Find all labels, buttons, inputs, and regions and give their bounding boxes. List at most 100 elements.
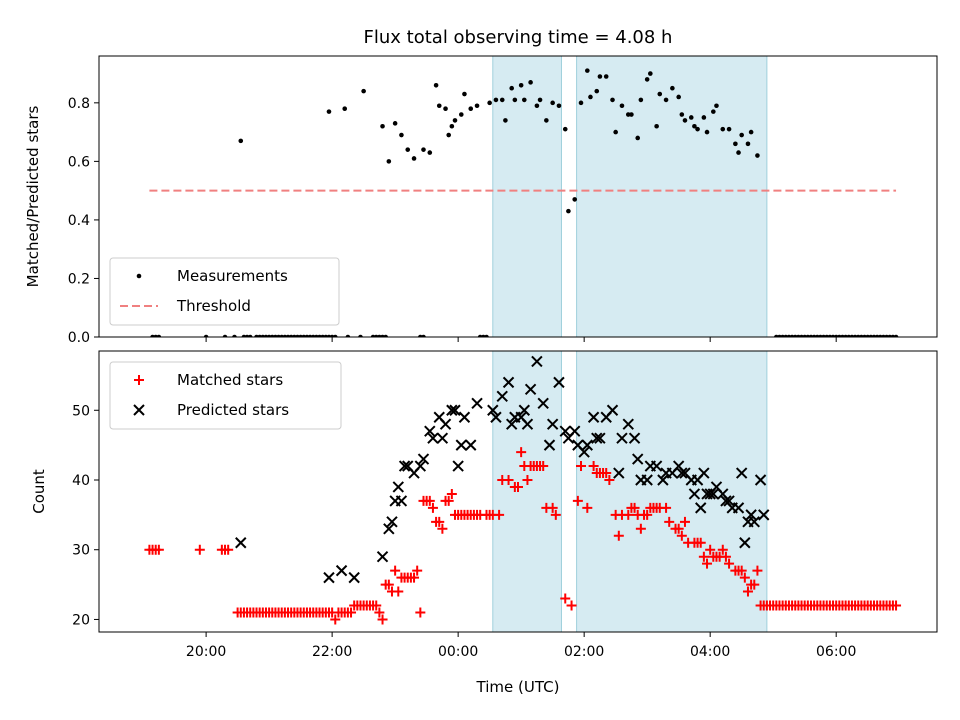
predicted-stars-point <box>323 571 335 584</box>
observing-window-1 <box>576 351 768 632</box>
y-tick-label: 0.0 <box>68 330 90 346</box>
predicted-stars-point <box>465 439 477 451</box>
predicted-stars-point <box>594 432 606 444</box>
measurements-point <box>720 126 726 132</box>
measurements-point <box>748 129 754 135</box>
predicted-stars-point <box>591 432 603 444</box>
measurements-point <box>603 74 609 79</box>
measurements-point <box>745 141 751 147</box>
predicted-stars-point <box>613 467 625 479</box>
measurements-point <box>433 82 439 88</box>
matched-stars-point <box>604 474 615 485</box>
predicted-stars-point <box>449 404 461 416</box>
y-tick-label: 30 <box>72 543 90 559</box>
measurements-point <box>695 126 700 132</box>
matched-stars-point <box>698 551 709 562</box>
measurements-point <box>534 103 540 109</box>
measurements-point <box>449 123 455 129</box>
legend: Measurements Threshold <box>109 257 340 326</box>
predicted-stars-point <box>622 418 634 430</box>
matched-stars-point <box>390 565 401 576</box>
matched-stars-point <box>891 600 902 611</box>
measurements-point <box>635 135 641 141</box>
measurements-point <box>644 77 650 82</box>
measurements-point <box>427 150 433 155</box>
measurements-point <box>332 334 338 337</box>
predicted-stars-point <box>496 390 508 403</box>
x-axis-label: Time (UTC) <box>476 678 560 696</box>
legend-measurements-swatch <box>136 273 142 279</box>
matched-stars-point <box>371 600 382 611</box>
measurements-point <box>468 106 474 111</box>
predicted-stars-point <box>723 495 735 507</box>
measurements-point <box>380 123 385 129</box>
matched-stars-point <box>736 565 747 576</box>
measurements-point <box>342 106 348 111</box>
measurements-point <box>610 97 615 103</box>
measurements-point <box>512 97 518 103</box>
legend-box <box>109 257 340 326</box>
measurements-point <box>421 334 426 337</box>
measurements-point <box>452 118 458 123</box>
measurements-point <box>411 156 417 161</box>
predicted-stars-point <box>676 467 688 479</box>
predicted-stars-point <box>235 537 247 549</box>
x-tick-label: 04:00 <box>690 644 730 660</box>
matched-stars-point <box>383 579 394 590</box>
matched-stars-point <box>566 600 577 611</box>
ratio-panel: 0.0 0.2 0.4 0.6 0.8 Matched/Predicted stars Me… <box>24 55 938 346</box>
measurements-point <box>326 109 332 114</box>
plot-area <box>144 351 902 632</box>
matched-stars-point <box>705 544 716 555</box>
measurements-point <box>522 97 527 103</box>
matched-stars-point <box>588 461 599 472</box>
x-tick-label: 22:00 <box>312 644 352 660</box>
predicted-stars-point <box>537 397 549 410</box>
measurements-point <box>238 138 244 144</box>
legend-entry-label: Measurements <box>177 267 288 285</box>
measurements-point <box>493 97 499 103</box>
matched-stars-point <box>572 495 583 506</box>
count-panel: 20:00 22:00 00:00 02:00 04:00 06:00 20 30 40 50 Co… <box>30 350 938 660</box>
measurements-point <box>704 129 710 135</box>
predicted-stars-point <box>392 481 404 493</box>
measurements-point <box>739 132 744 138</box>
predicted-stars-point <box>543 439 556 451</box>
predicted-stars-point <box>546 418 559 430</box>
predicted-stars-point <box>628 432 641 444</box>
y-tick-label: 0.8 <box>68 96 90 112</box>
y-tick-label: 0.4 <box>68 213 90 229</box>
predicted-stars-point <box>487 404 499 416</box>
measurements-point <box>358 334 363 337</box>
measurements-point <box>585 68 590 73</box>
measurements-point <box>474 103 480 109</box>
measurements-point <box>399 132 404 138</box>
matched-stars-point <box>695 537 706 548</box>
measurements-point <box>446 132 451 138</box>
measurements-point <box>562 126 568 132</box>
axes-frame <box>98 55 938 338</box>
predicted-stars-point <box>458 411 471 423</box>
predicted-stars-point <box>424 425 436 437</box>
predicted-stars-point <box>521 418 534 430</box>
measurements-point <box>458 112 464 117</box>
measurements-point <box>682 118 688 123</box>
matched-stars-point <box>412 565 423 576</box>
matched-stars-point <box>415 607 426 618</box>
matched-stars-point <box>752 565 763 576</box>
measurements-point <box>528 80 533 85</box>
predicted-stars-point <box>695 502 707 514</box>
observing-window-1 <box>576 56 768 337</box>
matched-stars-point <box>330 614 341 625</box>
measurements-point <box>670 85 675 91</box>
x-tick-label: 20:00 <box>186 644 226 660</box>
measurements-point <box>405 147 411 152</box>
measurements-point <box>383 334 388 337</box>
x-tick-label: 06:00 <box>816 644 856 660</box>
matched-stars-point <box>516 447 527 458</box>
y-tick-label: 0.2 <box>68 271 90 287</box>
matched-stars-point <box>613 530 624 541</box>
predicted-stars-point <box>502 376 515 389</box>
predicted-stars-point <box>748 516 760 528</box>
y-tick-label: 0.6 <box>68 154 90 170</box>
